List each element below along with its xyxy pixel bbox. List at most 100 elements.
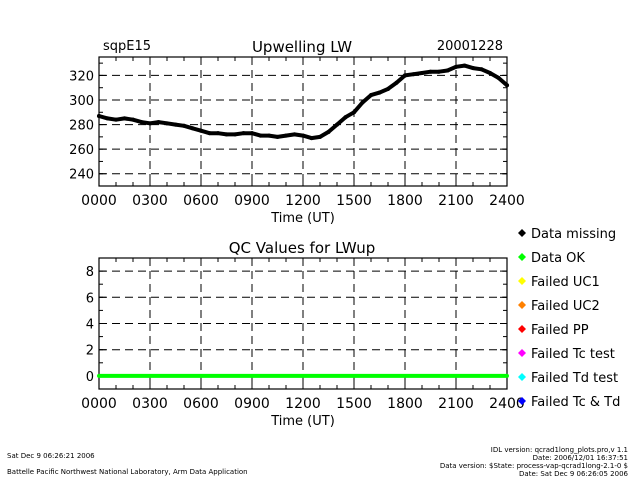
data-point — [420, 70, 424, 75]
x-tick-label: 1500 — [336, 193, 372, 209]
data-point — [428, 69, 433, 74]
legend-label: Failed Tc test — [531, 347, 615, 362]
data-point — [216, 131, 220, 136]
data-point — [343, 115, 348, 120]
footer-idl-line1: IDL version: qcrad1long_plots.pro,v 1.1 — [491, 446, 628, 454]
data-point — [139, 120, 144, 125]
site-label: sqpE15 — [103, 39, 151, 54]
qc-values-chart: 0 2 4 6 8 0000 0300 0600 0900 1200 1500 1800 2100 240… — [81, 257, 525, 429]
data-point — [258, 133, 263, 138]
data-point — [318, 134, 322, 139]
y-tick-label: 240 — [69, 168, 94, 183]
legend-label: Failed UC2 — [531, 299, 600, 314]
x-tick-label: 0000 — [81, 193, 117, 209]
x-tick-label: 1800 — [387, 193, 423, 209]
y-tick-label: 300 — [69, 94, 94, 109]
data-point — [386, 86, 390, 91]
x-tick-label: 0900 — [234, 396, 270, 412]
data-point — [445, 68, 450, 73]
y-tick-label: 320 — [69, 69, 94, 84]
x-tick-label: 2400 — [489, 193, 525, 209]
data-point — [471, 66, 475, 71]
y-tick-label: 4 — [86, 318, 94, 333]
data-point — [165, 121, 169, 126]
x-tick-label: 2100 — [438, 396, 474, 412]
date-label: 20001228 — [437, 39, 503, 54]
legend-label: Failed Td test — [531, 371, 618, 386]
y-tick-label: 8 — [86, 265, 94, 280]
data-point — [437, 69, 441, 74]
data-point — [131, 117, 135, 122]
qc-chart-title: QC Values for LWup — [229, 239, 376, 257]
chart-title: Upwelling LW — [252, 38, 352, 56]
data-point — [199, 128, 203, 133]
data-point — [454, 64, 458, 69]
plot-frame — [98, 257, 508, 390]
data-point — [326, 129, 331, 134]
data-point — [462, 63, 467, 68]
legend-marker — [518, 373, 526, 381]
x-tick-label: 1500 — [336, 396, 372, 412]
footer-idl-line4: Date: Sat Dec 9 06:26:05 2006 — [519, 470, 628, 478]
data-point — [97, 113, 101, 118]
x-tick-label: 0600 — [183, 193, 219, 209]
data-point — [377, 90, 382, 95]
legend-label: Data OK — [531, 251, 585, 266]
data-point — [369, 93, 373, 98]
y-tick-label: 260 — [69, 143, 94, 158]
data-point — [190, 126, 195, 131]
data-point — [241, 131, 246, 136]
qc-legend: Data missing Data OK Failed UC1 Failed UC2 F… — [518, 227, 620, 410]
data-point — [488, 70, 492, 75]
legend-marker — [518, 325, 526, 333]
data-point — [394, 80, 399, 85]
footer-idl-line2: Date: 2006/12/01 16:37:51 — [533, 454, 628, 462]
plot-frame — [98, 56, 508, 187]
x-tick-label: 1200 — [285, 396, 321, 412]
data-point — [156, 120, 161, 125]
x-tick-label: 1800 — [387, 396, 423, 412]
data-point — [505, 83, 509, 88]
x-axis-label: Time (UT) — [270, 211, 335, 226]
x-tick-label: 2400 — [489, 396, 525, 412]
legend-label: Failed UC1 — [531, 275, 600, 290]
y-tick-label: 6 — [86, 291, 94, 306]
data-point — [309, 136, 314, 141]
data-point — [301, 133, 305, 138]
legend-label: Failed Tc & Td — [531, 395, 620, 410]
x-tick-label: 2100 — [438, 193, 474, 209]
y-tick-label: 0 — [86, 370, 94, 385]
legend-marker — [518, 301, 526, 309]
data-point — [292, 132, 297, 137]
legend-marker — [518, 229, 526, 237]
legend-marker — [518, 349, 526, 357]
legend-label: Failed PP — [531, 323, 589, 338]
x-tick-label: 0300 — [132, 193, 168, 209]
x-tick-label: 1200 — [285, 193, 321, 209]
data-point — [479, 67, 484, 72]
x-tick-label: 0600 — [183, 396, 219, 412]
y-tick-label: 2 — [86, 344, 94, 359]
data-point — [496, 75, 501, 80]
data-point — [352, 110, 356, 115]
data-point — [360, 100, 365, 105]
legend-label: Data missing — [531, 227, 616, 242]
legend-marker — [518, 253, 526, 261]
x-tick-label: 0900 — [234, 193, 270, 209]
data-point — [207, 131, 212, 136]
data-point — [224, 132, 229, 137]
y-tick-label: 280 — [69, 119, 94, 134]
x-axis-label: Time (UT) — [270, 414, 335, 429]
data-point — [403, 73, 407, 78]
data-point — [250, 131, 254, 136]
data-point — [114, 117, 118, 122]
data-point — [105, 116, 110, 121]
data-point — [148, 121, 152, 126]
footer-idl-line3: Data version: $State: process-vap-qcrad1… — [440, 462, 628, 470]
x-tick-label: 0000 — [81, 396, 117, 412]
data-point — [284, 133, 288, 138]
data-point — [122, 116, 127, 121]
data-point — [233, 132, 237, 137]
legend-marker — [518, 277, 526, 285]
